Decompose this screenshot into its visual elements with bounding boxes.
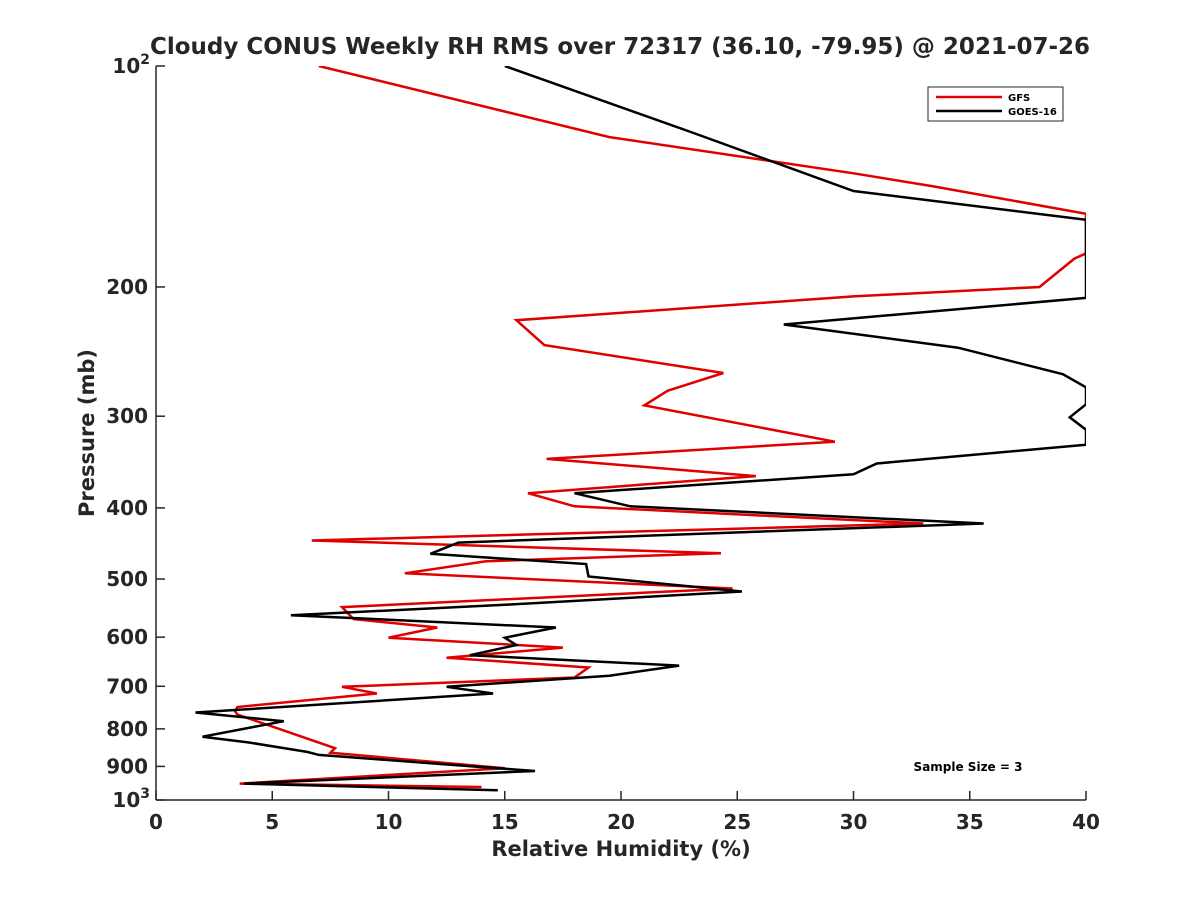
y-tick-label: 200: [106, 275, 148, 299]
x-tick-label: 40: [1072, 810, 1100, 834]
y-tick-label: 300: [106, 404, 148, 428]
series-line-goes-16: [195, 66, 1086, 792]
y-tick-label: 900: [106, 754, 148, 778]
x-tick-label: 25: [723, 810, 751, 834]
y-tick-label: 500: [106, 567, 148, 591]
legend-label: GFS: [1008, 93, 1030, 104]
legend-box: [927, 86, 1064, 122]
y-tick-label: 103: [112, 786, 150, 812]
x-axis-label: Relative Humidity (%): [491, 837, 750, 861]
x-tick-label: 10: [375, 810, 403, 834]
sample-size-annotation: Sample Size = 3: [914, 760, 1023, 774]
y-tick-label: 102: [112, 52, 150, 78]
axes-layer: 0 5 10 15 20 25 30 35 40 102 200 300 400 500 600 700 800…: [106, 52, 1100, 834]
x-tick-label: 5: [265, 810, 279, 834]
x-tick-label: 30: [840, 810, 868, 834]
legend: GFS GOES-16: [927, 86, 1064, 122]
x-tick-label: 35: [956, 810, 984, 834]
y-tick-label: 400: [106, 496, 148, 520]
legend-label: GOES-16: [1008, 107, 1057, 118]
x-tick-label: 15: [491, 810, 519, 834]
y-axis-label: Pressure (mb): [75, 349, 99, 517]
x-tick-label: 20: [607, 810, 635, 834]
chart-title: Cloudy CONUS Weekly RH RMS over 72317 (3…: [150, 34, 1090, 60]
y-tick-label: 600: [106, 625, 148, 649]
y-tick-label: 800: [106, 717, 148, 741]
series-layer: [195, 66, 1086, 792]
y-tick-label: 700: [106, 674, 148, 698]
x-tick-label: 0: [149, 810, 163, 834]
